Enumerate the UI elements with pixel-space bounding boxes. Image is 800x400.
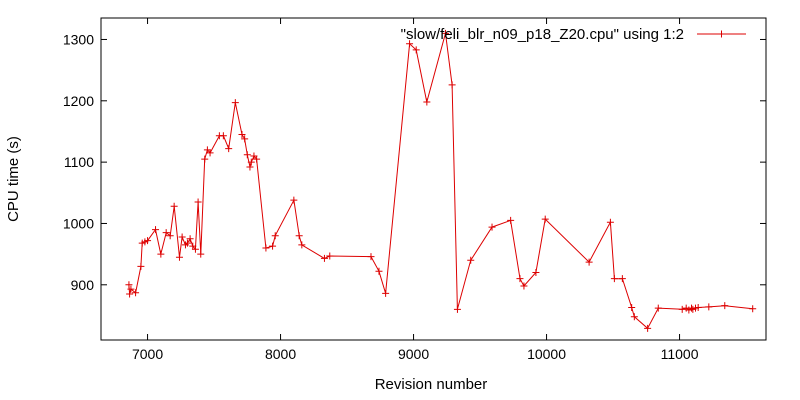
y-tick-label: 1200 [63, 93, 94, 109]
data-point [606, 218, 614, 226]
data-point [271, 232, 279, 240]
data-point [367, 253, 375, 261]
data-point [238, 131, 246, 139]
data-point [137, 262, 145, 270]
legend-marker-plus [718, 30, 725, 38]
data-point [618, 275, 626, 283]
data-point [183, 239, 191, 247]
data-point [467, 256, 475, 264]
data-point [175, 253, 183, 261]
data-point [375, 267, 383, 275]
data-point [705, 303, 713, 311]
legend-marker [718, 30, 725, 38]
data-point [247, 158, 255, 166]
data-point [630, 313, 638, 321]
y-tick-label: 900 [71, 277, 95, 293]
data-point [453, 305, 461, 313]
data-point [262, 244, 270, 252]
data-point [448, 81, 456, 89]
data-point [201, 155, 209, 163]
y-tick-label: 1100 [64, 154, 94, 170]
tick-labels: 7000 8000 9000 10000 11000 900 1000 1100 1200 130… [63, 31, 699, 362]
data-point [298, 241, 306, 249]
data-point [541, 215, 549, 223]
data-point [243, 151, 251, 159]
x-axis-title: Revision number [375, 376, 488, 393]
data-point [644, 324, 652, 332]
data-point [423, 98, 431, 106]
data-point [326, 252, 334, 260]
data-point [628, 303, 636, 311]
data-point [170, 202, 178, 210]
series-markers [125, 29, 757, 332]
data-point [488, 223, 496, 231]
data-point [219, 132, 227, 140]
series-line [128, 33, 753, 330]
data-point [678, 305, 686, 313]
data-point [532, 269, 540, 277]
data-point [157, 250, 165, 258]
data-point [246, 163, 254, 171]
y-tick-label: 1300 [63, 31, 94, 47]
data-point [694, 303, 702, 311]
data-point [295, 232, 303, 240]
data-point [127, 285, 135, 293]
data-point [152, 226, 160, 234]
data-point [132, 289, 140, 297]
data-point [231, 99, 239, 107]
data-point [225, 145, 233, 153]
data-point [186, 235, 194, 243]
data-point [191, 245, 199, 253]
data-point [382, 289, 390, 297]
data-point [241, 135, 249, 143]
x-tick-label: 7000 [132, 346, 163, 362]
data-point [721, 302, 729, 310]
x-tick-label: 10000 [527, 346, 566, 362]
data-point [406, 40, 414, 48]
data-point [253, 155, 261, 163]
data-point [126, 290, 134, 298]
plot-frame [100, 17, 767, 341]
x-tick-label: 8000 [265, 346, 296, 362]
data-point [320, 254, 328, 262]
data-point [144, 237, 152, 245]
data-point [162, 229, 170, 237]
data-point [166, 232, 174, 240]
data-point [290, 196, 298, 204]
data-point [194, 198, 202, 206]
data-point [206, 149, 214, 157]
data-point [269, 242, 277, 250]
legend: "slow/feli_blr_n09_p18_Z20.cpu" using 1:… [401, 26, 746, 43]
data-point [441, 29, 449, 37]
legend-label: "slow/feli_blr_n09_p18_Z20.cpu" using 1:… [401, 26, 684, 43]
y-tick-label: 1000 [63, 215, 94, 231]
data-point [585, 258, 593, 266]
axis-ticks [101, 18, 766, 340]
data-point [749, 305, 757, 313]
data-point [610, 275, 618, 283]
data-point [654, 304, 662, 312]
data-point [125, 281, 133, 289]
data-point [197, 250, 205, 258]
data-point [412, 46, 420, 54]
data-point [178, 233, 186, 241]
x-tick-label: 11000 [661, 346, 699, 362]
data-point [507, 216, 515, 224]
x-tick-label: 9000 [398, 346, 429, 362]
data-point [520, 282, 528, 290]
data-point [516, 275, 524, 283]
y-axis-title: CPU time (s) [5, 136, 22, 222]
